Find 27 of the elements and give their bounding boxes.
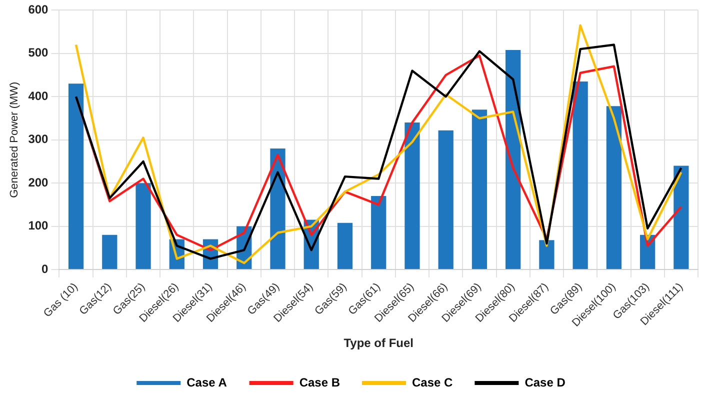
y-tick-label: 0	[42, 262, 49, 276]
x-axis-title: Type of Fuel	[344, 336, 414, 350]
y-tick-label: 100	[28, 218, 49, 233]
bar	[136, 183, 151, 269]
bar	[438, 130, 454, 269]
y-tick-label: 500	[28, 46, 49, 60]
y-tick-label: 600	[28, 2, 49, 17]
x-tick-label: Gas (10)	[42, 280, 80, 320]
bar	[371, 196, 386, 269]
bar	[472, 110, 488, 269]
bar	[506, 50, 521, 269]
y-axis-title: Generated Power (MW)	[8, 82, 21, 198]
bar	[674, 166, 689, 269]
y-tick-label: 400	[28, 88, 49, 103]
bar	[68, 84, 84, 269]
y-tick-label: 200	[28, 175, 49, 190]
bar	[102, 234, 118, 269]
bar	[572, 82, 588, 269]
bar	[404, 122, 420, 269]
bar	[337, 222, 353, 269]
bar	[606, 106, 622, 269]
y-tick-label: 300	[28, 132, 49, 146]
bar	[539, 240, 554, 269]
legend-label: Case C	[412, 375, 454, 390]
legend-label: Case B	[299, 375, 340, 390]
legend-label: Case A	[186, 375, 228, 390]
legend-label: Case D	[524, 375, 566, 390]
